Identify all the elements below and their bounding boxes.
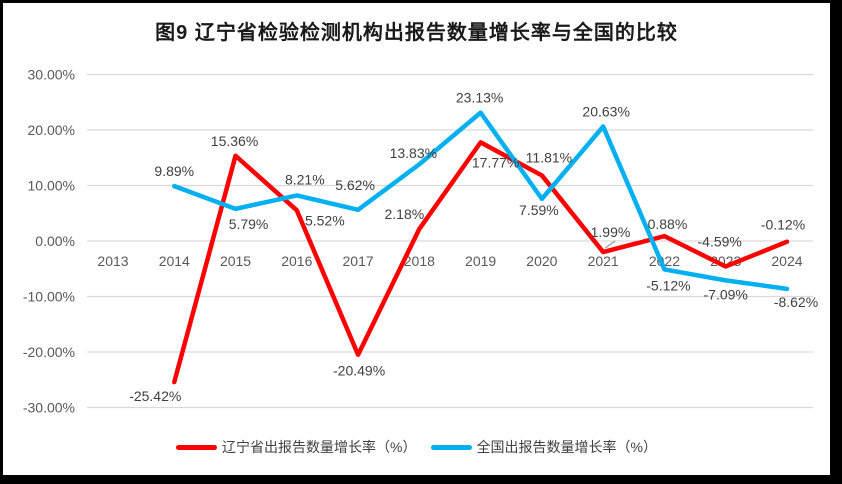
y-axis-tick-label: -30.00% bbox=[23, 400, 75, 416]
liaoning-data-label: 5.52% bbox=[305, 212, 345, 228]
x-axis-year-label: 2020 bbox=[526, 253, 557, 269]
x-axis-year-label: 2018 bbox=[404, 253, 435, 269]
x-axis-year-label: 2013 bbox=[97, 253, 128, 269]
liaoning-line-swatch-icon bbox=[176, 444, 218, 450]
y-axis-tick-label: -20.00% bbox=[23, 344, 75, 360]
national-data-label: -8.62% bbox=[774, 294, 818, 310]
liaoning-data-label: -1.99% bbox=[586, 224, 630, 240]
national-data-label: 20.63% bbox=[582, 104, 629, 120]
national-line-swatch-icon bbox=[430, 444, 472, 450]
data-label-leader-line bbox=[604, 240, 616, 249]
national-data-label: 8.21% bbox=[285, 171, 325, 187]
national-data-label: 23.13% bbox=[456, 90, 503, 106]
liaoning-data-label: 2.18% bbox=[384, 206, 424, 222]
liaoning-data-label: -4.59% bbox=[698, 233, 742, 249]
legend-item-liaoning: 辽宁省出报告数量增长率（%） bbox=[176, 437, 417, 457]
y-axis-tick-label: 20.00% bbox=[28, 122, 75, 138]
national-data-label: 5.62% bbox=[335, 177, 375, 193]
national-data-label: 13.83% bbox=[390, 145, 437, 161]
legend: 辽宁省出报告数量增长率（%） 全国出报告数量增长率（%） bbox=[3, 437, 830, 457]
x-axis-year-label: 2016 bbox=[281, 253, 312, 269]
national-data-label: -5.12% bbox=[646, 277, 690, 293]
x-axis-year-label: 2014 bbox=[159, 253, 190, 269]
liaoning-data-label: 15.36% bbox=[211, 133, 258, 149]
x-axis-year-label: 2024 bbox=[771, 253, 802, 269]
y-axis-tick-label: -10.00% bbox=[23, 289, 75, 305]
x-axis-year-label: 2021 bbox=[588, 253, 619, 269]
liaoning-data-label: -20.49% bbox=[333, 363, 385, 379]
y-axis-tick-label: 0.00% bbox=[35, 233, 75, 249]
national-data-label: -7.09% bbox=[704, 286, 748, 302]
legend-label-liaoning: 辽宁省出报告数量增长率（%） bbox=[222, 439, 417, 455]
national-data-label: 5.79% bbox=[229, 216, 269, 232]
y-axis-tick-label: 30.00% bbox=[28, 67, 75, 83]
legend-item-national: 全国出报告数量增长率（%） bbox=[430, 437, 657, 457]
liaoning-data-label: 17.77% bbox=[472, 154, 519, 170]
liaoning-data-label: -0.12% bbox=[761, 217, 805, 233]
liaoning-data-label: 0.88% bbox=[648, 216, 688, 232]
liaoning-data-label: -25.42% bbox=[129, 388, 181, 404]
national-data-label: 7.59% bbox=[519, 202, 559, 218]
national-series-line bbox=[172, 110, 790, 292]
liaoning-series-line bbox=[172, 140, 790, 385]
x-axis-year-label: 2017 bbox=[343, 253, 374, 269]
x-axis-year-label: 2015 bbox=[220, 253, 251, 269]
x-axis-year-label: 2019 bbox=[465, 253, 496, 269]
chart-title: 图9 辽宁省检验检测机构出报告数量增长率与全国的比较 bbox=[155, 22, 678, 44]
national-data-label: 9.89% bbox=[154, 163, 194, 179]
line-chart: 30.00% 20.00% 10.00% 0.00% -10.00% -20.00% -30… bbox=[23, 67, 818, 416]
legend-label-national: 全国出报告数量增长率（%） bbox=[476, 439, 657, 455]
liaoning-data-label: 11.81% bbox=[526, 149, 572, 165]
y-axis-tick-label: 10.00% bbox=[28, 178, 75, 194]
